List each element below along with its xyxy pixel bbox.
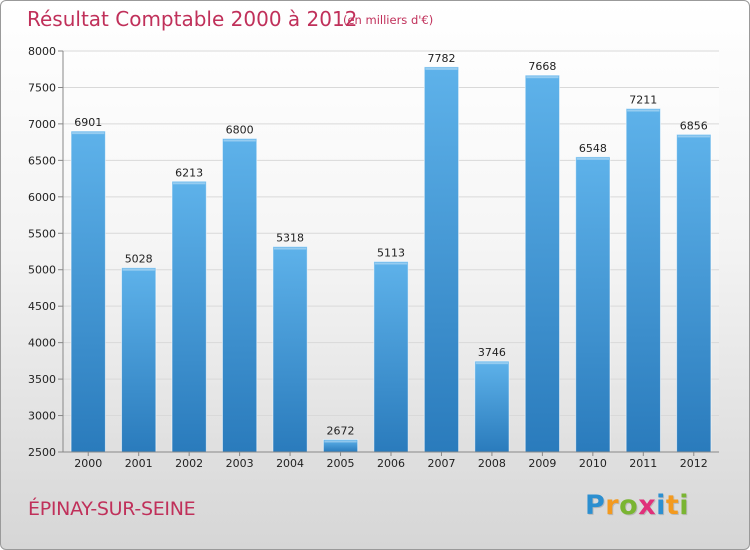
bar [625,108,661,453]
y-tick-label: 6500 [28,154,56,167]
logo-letter: P [585,490,606,521]
y-tick-label: 4500 [28,300,56,313]
x-tick-label: 2001 [125,457,153,470]
bar-highlight [172,182,206,185]
bar-highlight [374,262,408,265]
x-tick-label: 2003 [226,457,254,470]
logo-letter: x [638,490,657,521]
bar-value-label: 2672 [327,424,355,437]
y-tick-label: 5000 [28,264,56,277]
bar-highlight [122,268,155,271]
y-tick-label: 7000 [28,118,56,131]
bar [676,133,712,453]
y-tick-label: 2500 [28,446,56,459]
bar-highlight [475,362,509,365]
y-tick-label: 4000 [28,337,56,350]
y-tick-label: 3000 [28,410,56,423]
logo-letter: t [665,490,680,521]
bar-value-label: 6800 [226,123,254,136]
bar-value-label: 6548 [579,142,607,155]
bar [171,180,207,453]
y-tick-label: 7500 [28,81,56,94]
y-tick-label: 6000 [28,191,56,204]
bar [272,246,308,453]
bar [575,156,611,453]
bar-value-label: 5028 [125,253,153,266]
bar-highlight [273,247,307,250]
bar [423,66,460,453]
y-tick-label: 8000 [28,45,56,58]
bar-value-label: 7782 [427,52,455,65]
bar-highlight [576,157,610,160]
commune-name: ÉPINAY-SUR-SEINE [28,498,196,520]
bar-value-label: 7211 [629,94,657,107]
x-tick-label: 2011 [629,457,657,470]
x-tick-label: 2012 [680,457,708,470]
bar-value-label: 5113 [377,246,405,259]
bar [474,360,510,453]
bar [121,267,157,453]
bar [373,260,409,453]
bar-highlight [627,109,660,112]
bar-value-label: 6213 [175,166,203,179]
x-tick-label: 2002 [175,457,203,470]
y-tick-label: 5500 [28,227,56,240]
x-tick-label: 2007 [427,457,455,470]
bar [70,130,106,453]
logo-letter: r [605,490,620,521]
chart-title: Résultat Comptable 2000 à 2012 [27,7,358,31]
x-tick-label: 2009 [528,457,556,470]
bar-value-label: 3746 [478,346,506,359]
x-tick-label: 2006 [377,457,405,470]
bar-highlight [324,440,357,443]
x-tick-label: 2004 [276,457,304,470]
y-tick-label: 3500 [28,373,56,386]
x-tick-label: 2005 [327,457,355,470]
bar-highlight [72,132,105,135]
bar-value-label: 7668 [528,60,556,73]
bar [221,137,258,453]
bar-highlight [425,67,458,70]
bar-value-label: 6856 [680,119,708,132]
bar-value-label: 6901 [74,116,102,129]
bar-highlight [526,76,559,79]
bar-highlight [223,139,256,142]
logo-letter: i [656,490,666,521]
bar-value-label: 5318 [276,232,304,245]
bar-highlight [677,135,710,138]
logo-letter: o [619,490,639,521]
proxiti-logo: Proxiti [585,490,689,521]
chart-subtitle: (en milliers d'€) [343,13,434,27]
x-tick-label: 2008 [478,457,506,470]
x-tick-label: 2000 [74,457,102,470]
bar [524,74,561,453]
x-tick-label: 2010 [579,457,607,470]
logo-letter: i [679,490,690,521]
